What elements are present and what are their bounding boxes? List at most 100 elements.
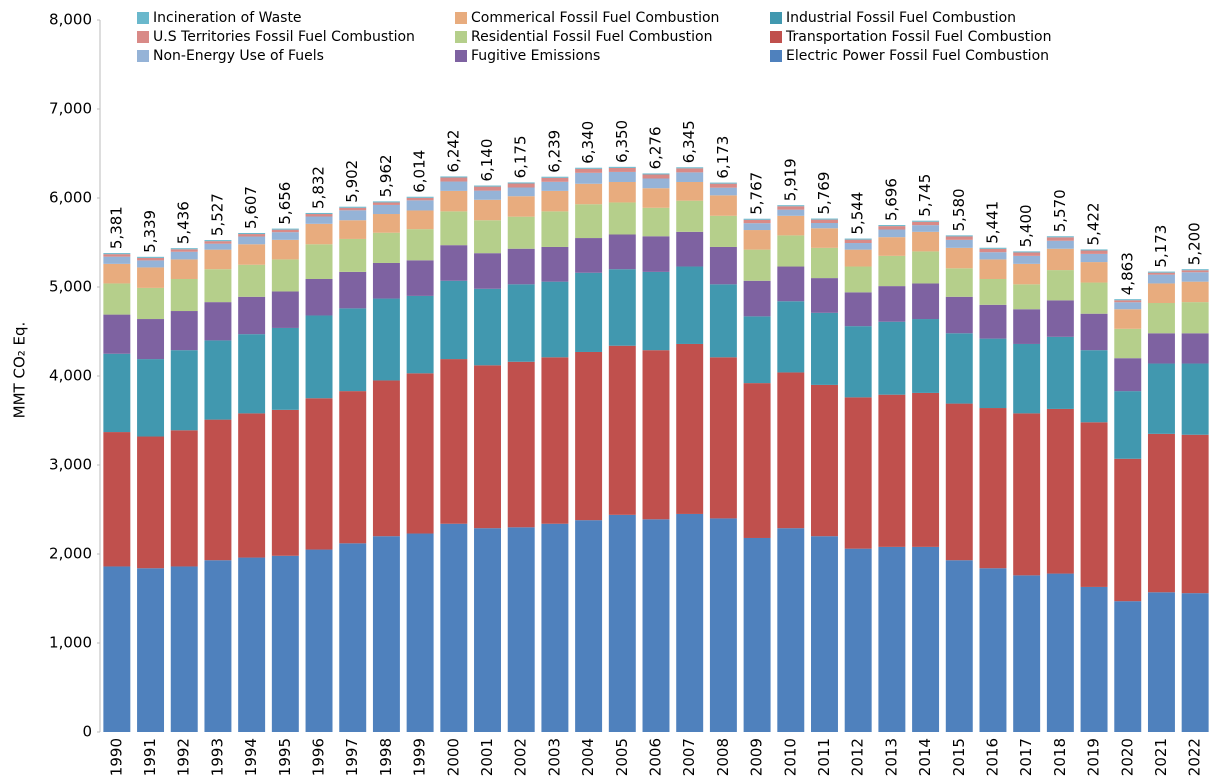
bar-segment: [305, 278, 333, 316]
bar-segment: [238, 334, 266, 414]
y-tick-label: 1,000: [49, 634, 92, 652]
bar-segment: [137, 319, 165, 360]
bar-segment: [271, 229, 299, 233]
bar-segment: [238, 244, 266, 265]
total-label: 6,276: [647, 126, 665, 169]
bar-segment: [372, 204, 400, 215]
bar-segment: [1114, 300, 1142, 303]
bar-segment: [844, 548, 872, 732]
bar-segment: [1147, 271, 1175, 273]
x-tick-label: 2014: [916, 738, 934, 776]
total-label: 6,242: [444, 130, 462, 173]
bar-segment: [406, 533, 434, 732]
bar-segment: [1114, 309, 1142, 329]
legend-label: Fugitive Emissions: [471, 48, 600, 64]
bar-segment: [507, 196, 535, 217]
bar-segment: [1080, 262, 1108, 283]
bar-segment: [541, 190, 569, 212]
bar-segment: [541, 176, 569, 178]
bar-segment: [541, 177, 569, 182]
bar-segment: [1046, 336, 1074, 409]
bar-segment: [1013, 309, 1041, 344]
bar-segment: [440, 523, 468, 732]
bar-segment: [1114, 458, 1142, 602]
bar-segment: [676, 167, 704, 169]
bar-segment: [912, 392, 940, 547]
bar-segment: [709, 183, 737, 188]
bar-segment: [204, 419, 232, 561]
bar-segment: [811, 247, 838, 279]
y-tick-label: 4,000: [49, 367, 92, 385]
bar-segment: [440, 359, 468, 524]
bar-segment: [339, 220, 367, 239]
x-tick-label: 2015: [950, 738, 968, 776]
bar-segment: [676, 231, 704, 267]
bar-segment: [372, 214, 400, 233]
bar-segment: [979, 408, 1007, 569]
x-tick-label: 2013: [882, 738, 900, 776]
bar-segment: [945, 235, 973, 237]
total-label: 6,340: [579, 121, 597, 164]
total-label: 5,381: [107, 206, 125, 249]
bar-segment: [406, 197, 434, 201]
bar-segment: [777, 528, 805, 732]
x-tick-label: 2004: [579, 738, 597, 776]
bar-segment: [1013, 343, 1041, 414]
bar-segment: [844, 243, 872, 250]
bar-segment: [271, 327, 299, 410]
bar-segment: [103, 253, 131, 255]
total-label: 5,696: [882, 178, 900, 221]
x-tick-label: 1990: [107, 738, 125, 776]
bar-segment: [575, 172, 603, 184]
bar-segment: [777, 209, 805, 216]
x-tick-label: 2000: [444, 738, 462, 776]
bar-segment: [1147, 274, 1175, 284]
x-tick-label: 1995: [276, 738, 294, 776]
x-tick-label: 1991: [141, 738, 159, 776]
bar-segment: [979, 248, 1007, 253]
bar-segment: [541, 211, 569, 247]
bar-segment: [979, 568, 1007, 732]
x-tick-label: 2009: [748, 738, 766, 776]
bar-segment: [137, 568, 165, 732]
bar-segment: [844, 326, 872, 398]
bar-segment: [1046, 237, 1074, 241]
bar-segment: [1147, 592, 1175, 732]
bar-segment: [406, 200, 434, 211]
bar-segment: [1147, 333, 1175, 364]
bar-segment: [777, 372, 805, 529]
total-label: 5,441: [983, 201, 1001, 244]
bar-segment: [1114, 601, 1142, 732]
bar-segment: [676, 168, 704, 173]
bar-segment: [305, 214, 333, 217]
bar-segment: [979, 304, 1007, 339]
bar-segment: [204, 302, 232, 341]
total-label: 5,200: [1186, 222, 1204, 265]
legend-swatch: [455, 50, 467, 62]
bar-segment: [642, 173, 670, 175]
total-label: 5,607: [242, 186, 260, 229]
x-tick-label: 1993: [208, 738, 226, 776]
bar-segment: [372, 298, 400, 381]
bar-segment: [440, 176, 468, 178]
total-label: 6,173: [714, 136, 732, 179]
bar-segment: [271, 555, 299, 732]
bar-segment: [1147, 272, 1175, 275]
x-tick-label: 2020: [1118, 738, 1136, 776]
bar-segment: [1080, 249, 1108, 251]
bar-segment: [844, 249, 872, 267]
bar-segment: [339, 210, 367, 221]
bar-segment: [474, 528, 501, 732]
bar-segment: [777, 301, 805, 373]
legend-label: U.S Territories Fossil Fuel Combustion: [153, 29, 415, 45]
bar-segment: [608, 269, 636, 346]
bar-segment: [777, 205, 805, 207]
bar-segment: [1046, 270, 1074, 301]
bar-segment: [507, 182, 535, 184]
bar-segment: [709, 284, 737, 358]
legend-swatch: [770, 31, 782, 43]
x-tick-label: 1997: [343, 738, 361, 776]
bar-segment: [709, 182, 737, 184]
total-label: 6,014: [411, 150, 429, 193]
bar-segment: [743, 280, 771, 317]
